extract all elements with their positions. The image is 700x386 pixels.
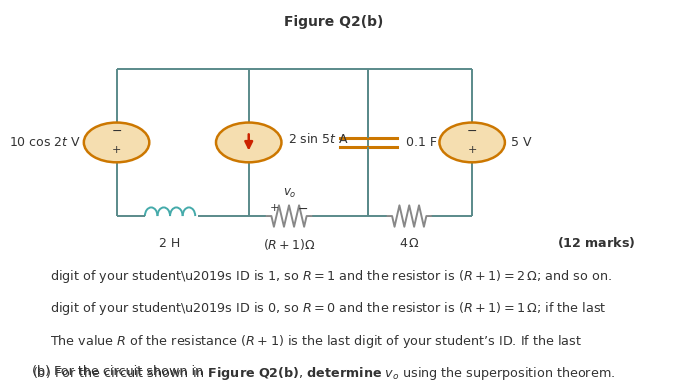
Text: 2 sin $5t$ A: 2 sin $5t$ A [288, 132, 349, 146]
Text: +: + [468, 146, 477, 156]
Text: 0.1 F: 0.1 F [406, 136, 437, 149]
Text: $v_o$: $v_o$ [283, 187, 296, 200]
Text: 5 V: 5 V [511, 136, 532, 149]
Text: 2 H: 2 H [160, 237, 181, 250]
Text: $\mathbf{(12\ marks)}$: $\mathbf{(12\ marks)}$ [557, 235, 636, 250]
Circle shape [216, 122, 281, 163]
Text: +: + [270, 203, 279, 213]
Text: (b) For the circuit shown in: (b) For the circuit shown in [32, 365, 206, 378]
Text: 10 cos $2t$ V: 10 cos $2t$ V [8, 136, 81, 149]
Text: digit of your student\u2019s ID is 0, so $R = 0$ and the resistor is $(R + 1) = : digit of your student\u2019s ID is 0, so… [50, 300, 607, 317]
Text: −: − [111, 125, 122, 138]
Text: Figure Q2(b): Figure Q2(b) [284, 15, 384, 29]
Text: The value $\mathbf{\mathit{R}}$ of the resistance $(R + 1)$ is the last digit of: The value $\mathbf{\mathit{R}}$ of the r… [50, 333, 582, 350]
Text: $(R+1)\Omega$: $(R+1)\Omega$ [262, 237, 316, 252]
Text: (b) For the circuit shown in $\mathbf{Figure\ Q2(b)}$, $\mathbf{determine}$ $\ma: (b) For the circuit shown in $\mathbf{Fi… [32, 365, 615, 382]
Text: −: − [298, 203, 309, 216]
Circle shape [440, 122, 505, 163]
Text: −: − [467, 125, 477, 138]
Text: digit of your student\u2019s ID is 1, so $R = 1$ and the resistor is $(R + 1) = : digit of your student\u2019s ID is 1, so… [50, 267, 612, 284]
Circle shape [84, 122, 149, 163]
Text: +: + [112, 146, 121, 156]
Text: $4\,\Omega$: $4\,\Omega$ [399, 237, 420, 250]
